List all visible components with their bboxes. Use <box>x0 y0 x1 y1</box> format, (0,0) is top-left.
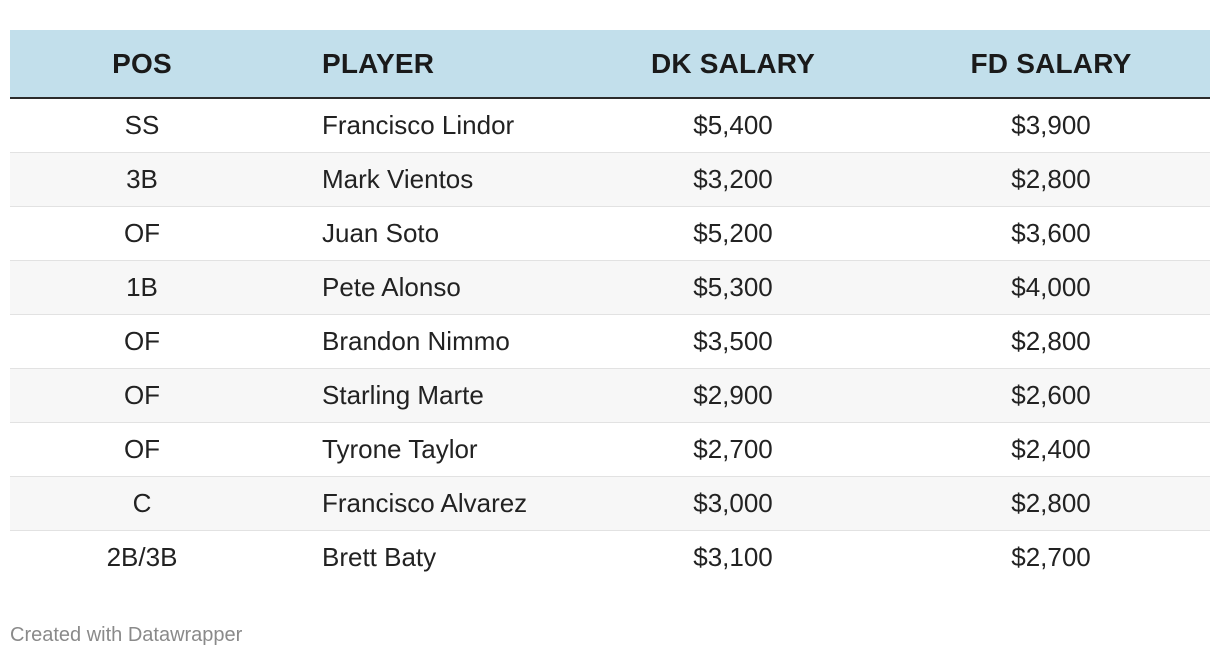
table-row: SS Francisco Lindor $5,400 $3,900 <box>10 98 1210 153</box>
table-row: OF Starling Marte $2,900 $2,600 <box>10 368 1210 423</box>
cell-pos: C <box>10 476 274 531</box>
header-dk-salary[interactable]: DK SALARY <box>574 30 892 99</box>
cell-fd-salary: $2,600 <box>892 368 1210 423</box>
table-row: 3B Mark Vientos $3,200 $2,800 <box>10 152 1210 207</box>
table-row: 2B/3B Brett Baty $3,100 $2,700 <box>10 530 1210 584</box>
table-row: OF Juan Soto $5,200 $3,600 <box>10 206 1210 261</box>
table-row: OF Tyrone Taylor $2,700 $2,400 <box>10 422 1210 477</box>
table-row: OF Brandon Nimmo $3,500 $2,800 <box>10 314 1210 369</box>
cell-fd-salary: $3,900 <box>892 98 1210 153</box>
cell-fd-salary: $2,700 <box>1011 541 1091 572</box>
cell-player: Brett Baty <box>322 541 437 572</box>
cell-pos: OF <box>10 422 274 477</box>
cell-player: Starling Marte <box>274 368 574 423</box>
cell-pos: 3B <box>10 152 274 207</box>
cell-pos: OF <box>10 314 274 369</box>
cell-fd-salary: $4,000 <box>892 260 1210 315</box>
cell-dk-salary: $3,500 <box>574 314 892 369</box>
cell-dk-salary: $3,000 <box>574 476 892 531</box>
cell-pos: 1B <box>10 260 274 315</box>
table-row: C Francisco Alvarez $3,000 $2,800 <box>10 476 1210 531</box>
cell-pos: SS <box>10 98 274 153</box>
cell-dk-salary: $5,200 <box>574 206 892 261</box>
table-header: POS PLAYER DK SALARY FD SALARY <box>10 30 1210 99</box>
cell-dk-salary: $3,200 <box>574 152 892 207</box>
table-body: SS Francisco Lindor $5,400 $3,900 3B Mar… <box>10 98 1210 584</box>
cell-dk-salary: $5,400 <box>574 98 892 153</box>
cell-pos: OF <box>10 368 274 423</box>
salary-table: POS PLAYER DK SALARY FD SALARY SS Franci… <box>10 30 1210 584</box>
cell-player: Brandon Nimmo <box>274 314 574 369</box>
cell-player: Francisco Alvarez <box>274 476 574 531</box>
cell-pos: OF <box>10 206 274 261</box>
header-player[interactable]: PLAYER <box>274 30 574 99</box>
header-pos[interactable]: POS <box>10 30 274 99</box>
cell-dk-salary: $2,900 <box>574 368 892 423</box>
cell-dk-salary: $2,700 <box>574 422 892 477</box>
cell-dk-salary: $5,300 <box>574 260 892 315</box>
header-fd-salary[interactable]: FD SALARY <box>892 30 1210 99</box>
cell-player: Francisco Lindor <box>274 98 574 153</box>
cell-fd-salary: $2,800 <box>892 476 1210 531</box>
header-row: POS PLAYER DK SALARY FD SALARY <box>10 30 1210 99</box>
cell-pos: 2B/3B <box>106 541 178 572</box>
cell-fd-salary: $2,400 <box>892 422 1210 477</box>
cell-fd-salary: $2,800 <box>892 314 1210 369</box>
cell-dk-salary: $3,100 <box>693 541 773 572</box>
salary-table-container: POS PLAYER DK SALARY FD SALARY SS Franci… <box>10 30 1210 584</box>
cell-player: Mark Vientos <box>274 152 574 207</box>
cell-player: Tyrone Taylor <box>274 422 574 477</box>
table-row: 1B Pete Alonso $5,300 $4,000 <box>10 260 1210 315</box>
cell-player: Pete Alonso <box>274 260 574 315</box>
cell-fd-salary: $2,800 <box>892 152 1210 207</box>
cell-player: Juan Soto <box>274 206 574 261</box>
cell-fd-salary: $3,600 <box>892 206 1210 261</box>
datawrapper-credit[interactable]: Created with Datawrapper <box>10 624 243 646</box>
